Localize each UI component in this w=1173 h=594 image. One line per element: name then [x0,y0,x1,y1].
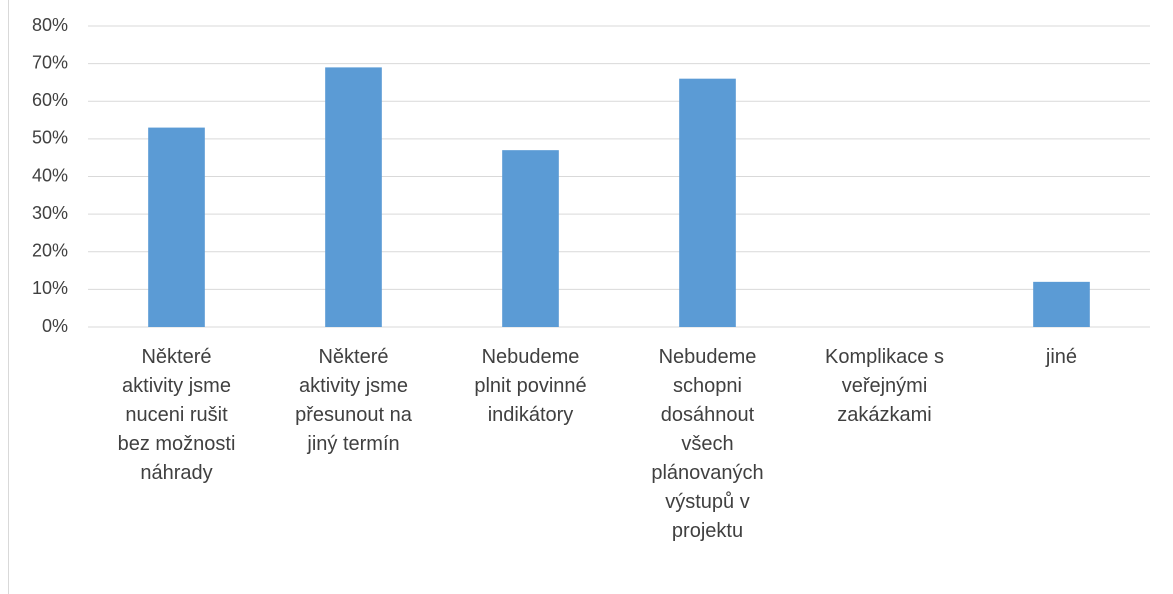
y-tick-label: 30% [32,203,68,223]
y-tick-label: 50% [32,128,68,148]
bar [679,78,736,327]
x-tick-label: Některé aktivity jsme přesunout na jiný … [295,346,412,455]
y-tick-label: 10% [32,278,68,298]
x-tick-label: Nebudeme schopni dosáhnout všech plánova… [651,346,764,542]
y-tick-label: 40% [32,165,68,185]
x-tick-label: Komplikace s veřejnými zakázkami [825,346,944,426]
x-tick-label: jiné [1045,346,1078,368]
y-tick-label: 70% [32,52,68,72]
bar [1033,281,1090,327]
bar [148,127,205,328]
y-tick-label: 0% [42,316,68,336]
x-tick-label: Některé aktivity jsme nuceni rušit bez m… [117,346,236,484]
x-tick-label: Nebudeme plnit povinné indikátory [474,346,587,426]
y-tick-label: 60% [32,90,68,110]
y-tick-label: 20% [32,241,68,261]
y-tick-label: 80% [32,15,68,35]
bar [502,150,559,327]
bar [325,67,382,327]
